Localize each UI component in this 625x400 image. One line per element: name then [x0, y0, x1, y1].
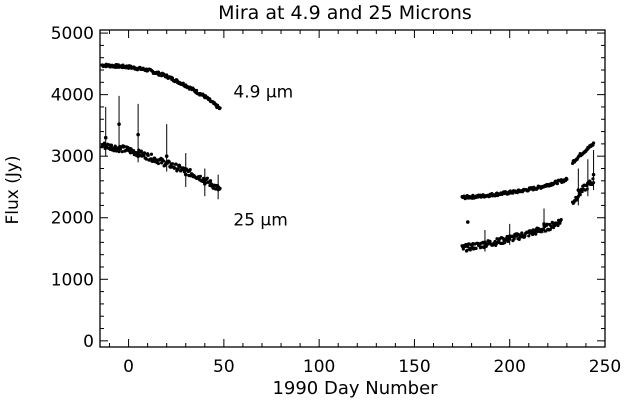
data-point [465, 248, 469, 252]
data-point [523, 234, 527, 238]
data-point [474, 246, 478, 250]
data-point [198, 174, 202, 178]
data-point [534, 232, 538, 236]
x-tick-label: 200 [493, 357, 525, 377]
data-point [146, 153, 150, 157]
series-label-4.9-um: 4.9 μm [233, 83, 293, 103]
error-bar-point [591, 172, 596, 177]
data-point [205, 176, 209, 180]
data-point [559, 218, 563, 222]
data-point [161, 159, 166, 163]
data-point [505, 234, 509, 239]
data-point [170, 162, 175, 166]
x-tick-label: 100 [303, 357, 335, 377]
x-tick-label: 0 [123, 357, 134, 377]
y-tick-label: 4000 [51, 86, 94, 106]
data-point [122, 144, 126, 148]
data-point [208, 179, 213, 183]
data-point [109, 143, 114, 147]
data-point [173, 166, 177, 170]
data-point [194, 88, 199, 93]
data-point [156, 161, 161, 166]
error-bar-point [216, 185, 220, 189]
data-point [501, 236, 505, 240]
data-point [218, 106, 222, 110]
data-point [142, 154, 146, 158]
data-point [188, 168, 192, 172]
data-point [149, 152, 154, 156]
axis-ticks [100, 30, 606, 347]
error-bar-point [576, 188, 581, 192]
x-tick-label: 250 [589, 357, 621, 377]
error-bar-point [183, 172, 188, 177]
data-point [176, 167, 180, 171]
y-tick-label: 3000 [51, 147, 94, 167]
data-point [214, 187, 218, 191]
data-point [167, 160, 171, 164]
error-bar-point [203, 182, 207, 186]
y-tick-label: 0 [83, 332, 94, 352]
y-tick-label: 1000 [51, 270, 94, 290]
y-tick-label: 5000 [51, 24, 94, 44]
error-bars [103, 95, 596, 252]
error-bar-point [586, 182, 590, 186]
data-point [174, 162, 178, 166]
data-point [120, 150, 124, 154]
data-point [114, 149, 119, 153]
error-bar-point [507, 234, 512, 239]
data-point [527, 234, 531, 238]
data-point [545, 222, 549, 226]
x-tick-labels: 0 50 100 150 200 250 [123, 357, 621, 377]
x-axis-label: 1990 Day Number [272, 378, 438, 399]
error-bar-point [103, 135, 108, 140]
series-label-25-um: 25 μm [233, 211, 287, 231]
x-tick-label: 50 [213, 357, 235, 377]
data-point [488, 239, 492, 243]
error-bar-point [136, 132, 140, 137]
chart-title: Mira at 4.9 and 25 Microns [218, 2, 472, 24]
data-point [565, 177, 569, 181]
data-point [149, 157, 153, 161]
data-point [466, 244, 470, 249]
data-point [461, 247, 465, 251]
data-point [591, 141, 596, 145]
plot-frame [99, 29, 606, 348]
data-point [578, 193, 582, 197]
error-bar-point [483, 240, 487, 245]
error-bar-point [164, 154, 169, 158]
data-point [555, 181, 559, 186]
error-bar-point [117, 122, 121, 126]
data-point [580, 189, 584, 194]
y-tick-labels: 0 1000 2000 3000 4000 5000 [51, 24, 94, 352]
data-point [142, 151, 147, 155]
y-axis-label: Flux (Jy) [3, 155, 23, 224]
error-bar-point [542, 222, 546, 226]
data-point [144, 157, 148, 161]
data-point [553, 223, 557, 228]
data-point [556, 223, 560, 228]
x-tick-label: 150 [398, 357, 430, 377]
y-tick-label: 2000 [51, 209, 94, 229]
series-points [100, 62, 596, 253]
data-point [503, 240, 507, 245]
data-point [512, 237, 516, 241]
data-point-isolated [465, 220, 470, 224]
